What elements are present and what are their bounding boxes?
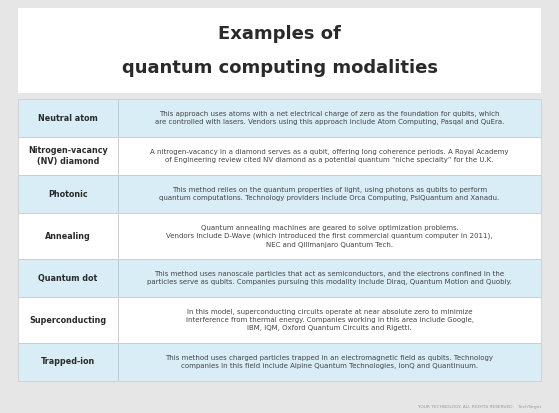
Text: Annealing: Annealing [45, 232, 91, 241]
Text: YOUR TECHNOLOGY. ALL RIGHTS RESERVED.   TechTarget: YOUR TECHNOLOGY. ALL RIGHTS RESERVED. Te… [418, 405, 541, 409]
Text: In this model, superconducting circuits operate at near absolute zero to minimiz: In this model, superconducting circuits … [186, 309, 473, 331]
Text: Quantum dot: Quantum dot [39, 273, 98, 282]
FancyBboxPatch shape [18, 214, 541, 259]
FancyBboxPatch shape [18, 99, 541, 137]
FancyBboxPatch shape [18, 137, 541, 175]
Text: A nitrogen-vacancy in a diamond serves as a qubit, offering long coherence perio: A nitrogen-vacancy in a diamond serves a… [150, 149, 509, 163]
FancyBboxPatch shape [18, 259, 541, 297]
FancyBboxPatch shape [18, 343, 541, 381]
Text: Neutral atom: Neutral atom [38, 114, 98, 123]
Text: Superconducting: Superconducting [30, 316, 107, 325]
Text: Nitrogen-vacancy
(NV) diamond: Nitrogen-vacancy (NV) diamond [28, 146, 108, 166]
Text: quantum computing modalities: quantum computing modalities [121, 59, 438, 77]
Text: This approach uses atoms with a net electrical charge of zero as the foundation : This approach uses atoms with a net elec… [155, 111, 504, 125]
Text: Examples of: Examples of [218, 25, 341, 43]
Text: Quantum annealing machines are geared to solve optimization problems.
Vendors in: Quantum annealing machines are geared to… [166, 225, 492, 248]
Text: This method uses charged particles trapped in an electromagnetic field as qubits: This method uses charged particles trapp… [165, 355, 494, 369]
Text: Photonic: Photonic [48, 190, 88, 199]
FancyBboxPatch shape [18, 8, 541, 93]
FancyBboxPatch shape [18, 297, 541, 343]
Text: Trapped-ion: Trapped-ion [41, 357, 95, 366]
Text: This method relies on the quantum properties of light, using photons as qubits t: This method relies on the quantum proper… [159, 187, 500, 202]
Text: This method uses nanoscale particles that act as semiconductors, and the electro: This method uses nanoscale particles tha… [147, 271, 512, 285]
FancyBboxPatch shape [18, 175, 541, 214]
